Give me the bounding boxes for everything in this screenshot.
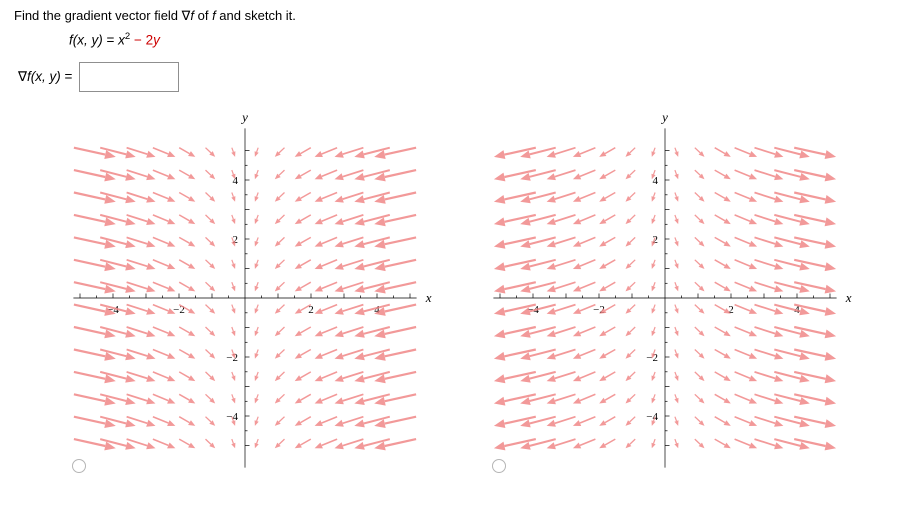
function-minus: − bbox=[133, 32, 146, 48]
prompt-text-2: of bbox=[193, 8, 213, 23]
svg-text:2: 2 bbox=[728, 304, 734, 316]
f-symbol: f bbox=[212, 8, 216, 23]
svg-text:x: x bbox=[845, 290, 852, 305]
equals-sign: = bbox=[64, 69, 73, 84]
svg-text:−2: −2 bbox=[173, 304, 185, 316]
gradient-answer-row: ∇f(x, y) = bbox=[18, 60, 180, 94]
svg-text:−2: −2 bbox=[593, 304, 605, 316]
nabla-symbol: ∇ bbox=[181, 8, 191, 23]
svg-text:y: y bbox=[240, 109, 248, 124]
gradient-fn: f(x, y) bbox=[27, 69, 61, 84]
function-variable: y bbox=[153, 32, 160, 48]
f-symbol: f bbox=[190, 8, 194, 23]
option-2-radio[interactable] bbox=[492, 459, 506, 473]
svg-text:4: 4 bbox=[233, 175, 239, 187]
gradient-answer-input[interactable] bbox=[79, 62, 180, 92]
prompt-text-3: and sketch it. bbox=[215, 8, 296, 23]
question-prompt: Find the gradient vector field ∇f of f a… bbox=[14, 8, 296, 24]
svg-text:2: 2 bbox=[653, 234, 659, 246]
svg-text:4: 4 bbox=[653, 175, 659, 187]
svg-text:x: x bbox=[425, 290, 432, 305]
gradient-label: ∇f(x, y) = bbox=[18, 69, 72, 85]
option-1-radio[interactable] bbox=[72, 459, 86, 473]
prompt-text-1: Find the gradient vector field bbox=[14, 8, 182, 23]
svg-text:y: y bbox=[660, 109, 668, 124]
svg-text:2: 2 bbox=[308, 304, 314, 316]
svg-text:−2: −2 bbox=[226, 352, 238, 364]
function-exponent: 2 bbox=[124, 31, 131, 42]
equals-sign: = bbox=[106, 32, 115, 48]
svg-text:−4: −4 bbox=[646, 411, 658, 423]
function-coefficient: 2 bbox=[145, 32, 154, 48]
function-definition: f(x, y) = x2 − 2y bbox=[69, 31, 160, 48]
nabla-symbol: ∇ bbox=[18, 69, 28, 84]
function-base: x bbox=[118, 32, 125, 48]
function-name: f(x, y) bbox=[69, 32, 103, 48]
svg-text:2: 2 bbox=[233, 234, 239, 246]
svg-text:4: 4 bbox=[374, 304, 380, 316]
